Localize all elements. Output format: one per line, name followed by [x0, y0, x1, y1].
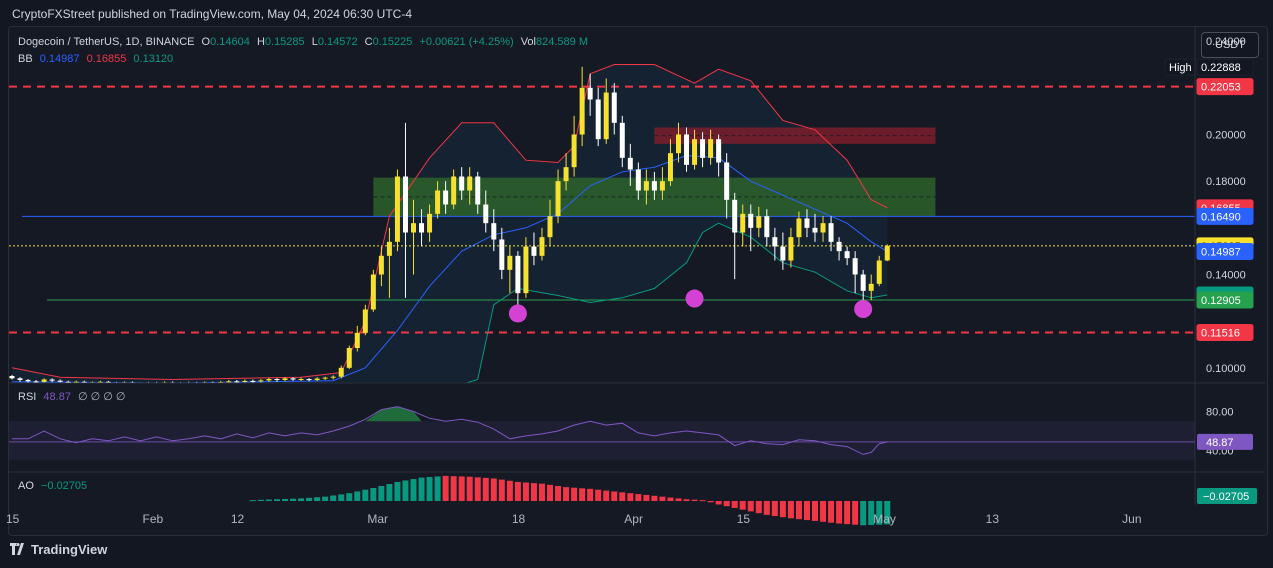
rsi-legend: RSI 48.87 ∅ ∅ ∅ ∅	[18, 390, 130, 403]
ao-legend: AO −0.02705	[18, 480, 91, 492]
x-tick-label: 13	[985, 512, 1000, 526]
high-value: 0.15285	[264, 36, 305, 48]
ao-value: −0.02705	[40, 480, 88, 492]
x-tick-label: 18	[511, 512, 526, 526]
x-tick-label: May	[873, 512, 896, 526]
open-value: 0.14604	[210, 36, 250, 48]
bb-lower-value: 0.13120	[133, 53, 174, 65]
volume-value: 824.589 M	[536, 36, 588, 48]
rsi-extra: ∅ ∅ ∅ ∅	[78, 391, 126, 403]
open-label: O	[201, 36, 211, 48]
bb-upper-value: 0.16855	[86, 53, 127, 65]
high-label: H	[256, 36, 265, 48]
chart-frame	[8, 26, 1268, 536]
ao-label[interactable]: AO	[18, 480, 34, 492]
x-tick-label: Jun	[1122, 512, 1142, 526]
tradingview-logo-icon	[10, 543, 24, 555]
rsi-value: 48.87	[43, 391, 71, 403]
low-label: L	[311, 36, 318, 48]
volume-label: Vol	[520, 36, 536, 48]
x-tick-label: 15	[6, 512, 20, 526]
ohlc-legend: Dogecoin / TetherUS, 1D, BINANCE O0.1460…	[18, 36, 592, 48]
x-tick-label: Mar	[367, 512, 389, 526]
x-tick-label: 15	[736, 512, 751, 526]
change-value: +0.00621 (+4.25%)	[419, 36, 514, 48]
currency-button[interactable]: USDT	[1201, 32, 1259, 58]
x-tick-label: Apr	[624, 512, 643, 526]
rsi-label[interactable]: RSI	[18, 391, 37, 403]
bb-label[interactable]: BB	[18, 53, 33, 65]
bb-basis-value: 0.14987	[39, 53, 80, 65]
x-tick-label: Feb	[142, 512, 164, 526]
x-tick-label: 12	[230, 512, 245, 526]
close-value: 0.15225	[372, 36, 413, 48]
published-caption: CryptoFXStreet published on TradingView.…	[12, 7, 412, 21]
close-label: C	[364, 36, 373, 48]
footer-brand: TradingView	[31, 542, 108, 557]
symbol-title[interactable]: Dogecoin / TetherUS, 1D, BINANCE	[18, 36, 195, 48]
low-value: 0.14572	[317, 36, 358, 48]
bb-legend: BB 0.14987 0.16855 0.13120	[18, 53, 177, 65]
tradingview-footer: TradingView	[10, 542, 107, 557]
